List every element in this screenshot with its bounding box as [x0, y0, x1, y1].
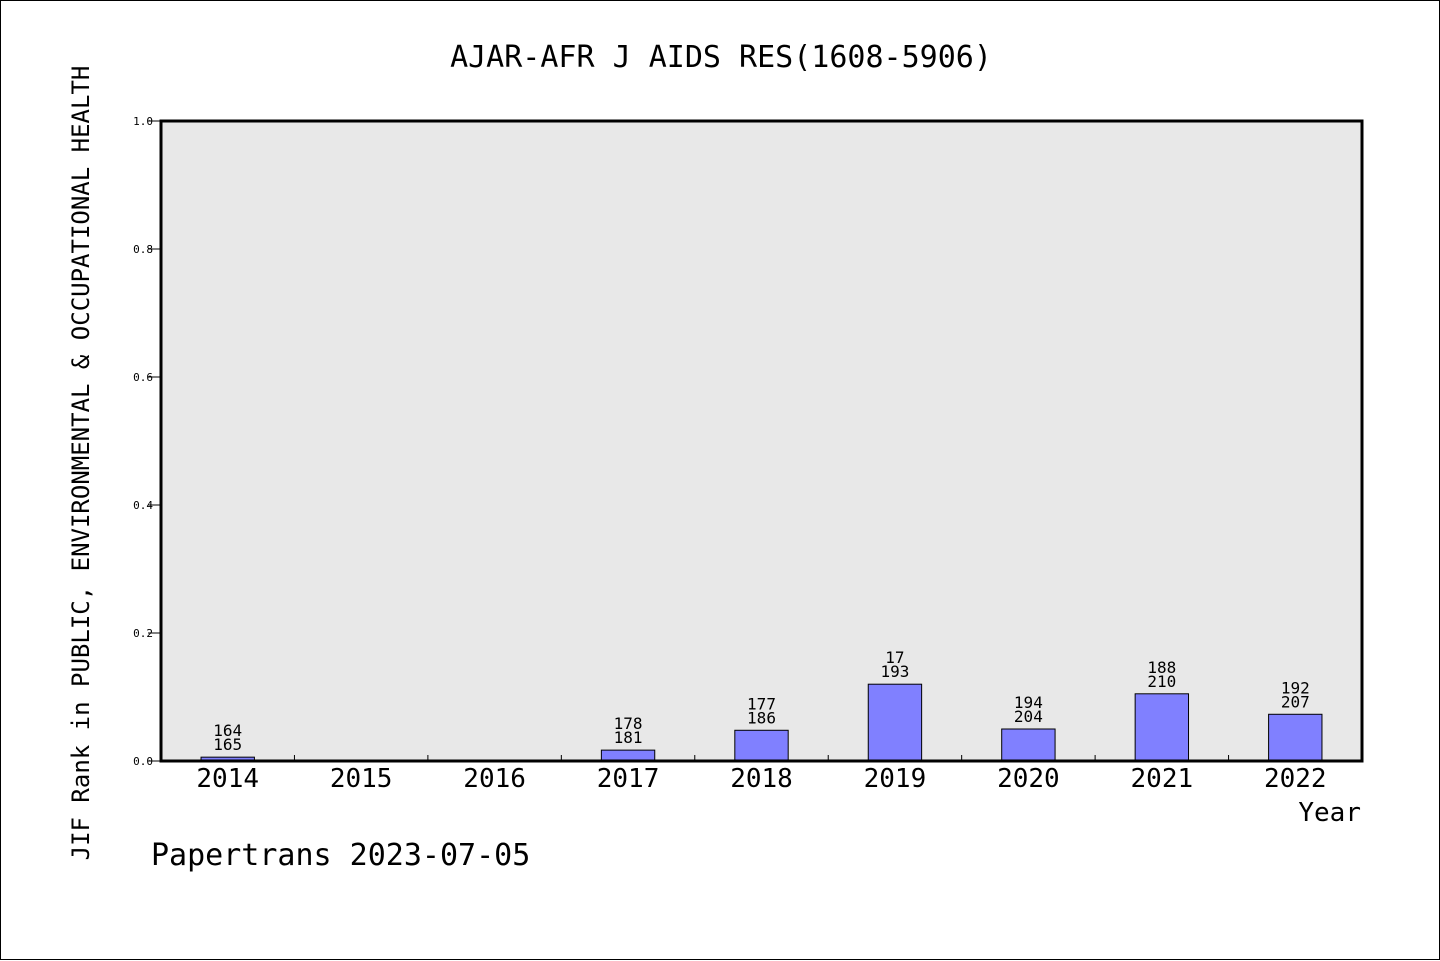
- chart-title: AJAR-AFR J AIDS RES(1608-5906): [450, 40, 992, 75]
- y-tick-label: 0.8: [133, 243, 153, 256]
- bar-2019: [867, 683, 923, 762]
- y-tick-label: 0.2: [133, 627, 153, 640]
- bar-label-top: 188: [1147, 658, 1176, 677]
- bar-label-top: 17: [885, 648, 904, 667]
- bar-2020: [1001, 728, 1056, 762]
- bar-label-bottom: 193: [880, 662, 909, 681]
- x-tick-label: 2019: [864, 764, 927, 794]
- x-tick-label: 2018: [730, 764, 793, 794]
- bar-label-bottom: 165: [213, 735, 242, 754]
- bar-label-bottom: 204: [1014, 707, 1043, 726]
- bar-2017: [600, 749, 656, 762]
- x-axis-label: Year: [1298, 798, 1361, 828]
- x-axis: 2014 2015 2016 2017 2018 2019 2020 2021 2022: [196, 755, 1327, 794]
- plot-border: [159, 119, 1364, 763]
- bar-label-top: 177: [747, 694, 776, 713]
- bar-2022: [1268, 713, 1323, 762]
- x-tick-label: 2021: [1131, 764, 1194, 794]
- y-axis-label: JIF Rank in PUBLIC, ENVIRONMENTAL & OCCU…: [67, 66, 95, 861]
- y-tick-label: 0.6: [133, 371, 153, 384]
- bar-label-bottom: 181: [614, 728, 643, 747]
- y-axis: 0.0 0.2 0.4 0.6 0.8 1.0: [133, 115, 161, 768]
- x-tick-label: 2022: [1264, 764, 1327, 794]
- bar-series: [200, 683, 1323, 762]
- x-tick-label: 2014: [196, 764, 259, 794]
- bar-label-bottom: 186: [747, 708, 776, 727]
- x-tick-label: 2015: [330, 764, 393, 794]
- bar-2018: [734, 729, 789, 762]
- bar-2021: [1134, 693, 1190, 762]
- x-tick-label: 2020: [997, 764, 1060, 794]
- bar-label-top: 192: [1281, 678, 1310, 697]
- x-tick-label: 2017: [597, 764, 660, 794]
- plot-area: [161, 121, 1362, 761]
- bar-label-bottom: 207: [1281, 692, 1310, 711]
- y-tick-label: 1.0: [133, 115, 153, 128]
- bar-label-bottom: 210: [1147, 672, 1176, 691]
- x-tick-label: 2016: [463, 764, 526, 794]
- y-tick-label: 0.4: [133, 499, 153, 512]
- bar-label-top: 164: [213, 721, 242, 740]
- y-tick-label: 0.0: [133, 755, 153, 768]
- footer-credit: Papertrans 2023-07-05: [151, 838, 530, 873]
- bar-label-top: 194: [1014, 693, 1043, 712]
- bar-label-top: 178: [614, 714, 643, 733]
